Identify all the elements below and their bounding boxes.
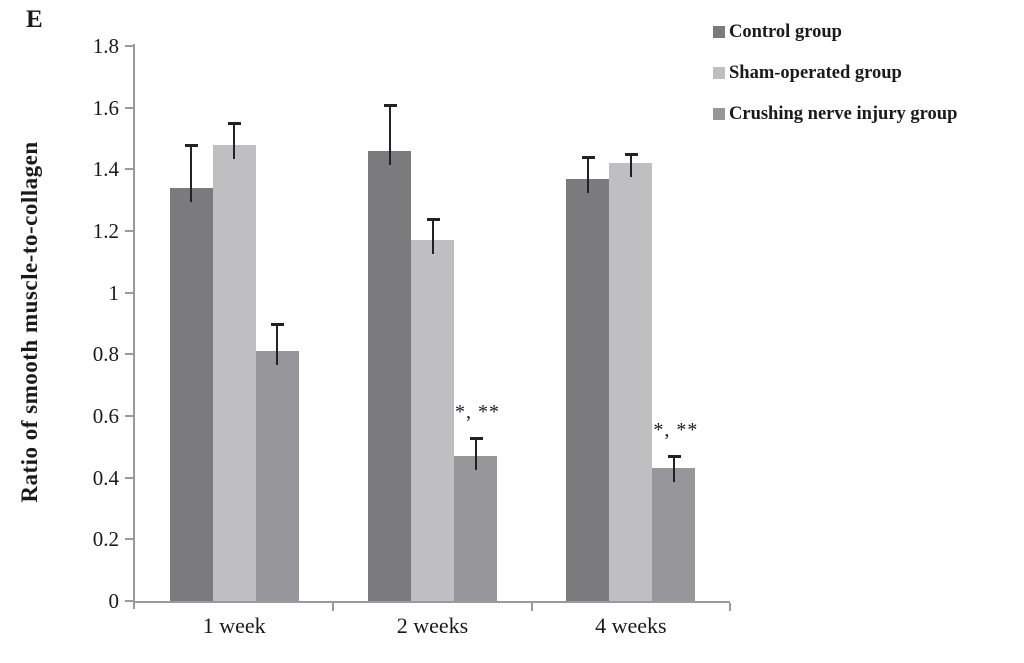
- error-bar-line: [388, 104, 391, 165]
- y-axis-tick: [125, 353, 133, 356]
- bar: [652, 468, 696, 601]
- error-bar-cap: [185, 143, 199, 147]
- y-axis-tick: [125, 600, 133, 602]
- error-bar-line: [233, 123, 236, 159]
- y-tick-label: 1.8: [92, 34, 119, 58]
- legend-item-crush: Crushing nerve injury group: [713, 102, 957, 126]
- y-axis-tick: [125, 538, 133, 541]
- legend-swatch-crush: [713, 108, 725, 120]
- error-bar-cap: [581, 156, 595, 159]
- y-axis-tick: [125, 106, 133, 109]
- bar: [169, 187, 213, 601]
- error-bar-line: [629, 153, 632, 178]
- x-category-label: 2 weeks: [396, 613, 469, 638]
- y-tick-label: 1.2: [92, 219, 119, 243]
- bar: [566, 178, 610, 601]
- error-bar-line: [586, 157, 589, 193]
- error-bar-cap: [228, 122, 242, 126]
- bar: [212, 144, 256, 601]
- error-bar-cap: [426, 217, 440, 221]
- error-bar-line: [190, 144, 193, 202]
- legend-label-crush: Crushing nerve injury group: [729, 104, 958, 124]
- error-bar-line: [276, 323, 279, 366]
- x-category-label: 4 weeks: [595, 613, 667, 638]
- error-bar-line: [474, 437, 477, 471]
- bar: [454, 456, 497, 601]
- y-axis-tick: [125, 476, 133, 479]
- y-axis-tick: [125, 168, 133, 171]
- y-axis-tick: [125, 45, 133, 47]
- error-bar-cap: [271, 322, 285, 326]
- legend-label-sham: Sham-operated group: [729, 63, 902, 83]
- y-axis-tick: [125, 291, 133, 294]
- bar: [368, 150, 411, 601]
- x-category-label: 1 week: [202, 613, 266, 638]
- error-bar-cap: [469, 436, 483, 440]
- panel-letter: E: [26, 6, 43, 33]
- error-bar-line: [672, 456, 675, 483]
- legend-item-control: Control group: [713, 20, 957, 44]
- y-axis-tick: [125, 415, 133, 417]
- bar: [609, 163, 653, 601]
- x-axis-line: [133, 601, 730, 603]
- y-tick-label: 1.4: [92, 157, 119, 182]
- error-bar-cap: [667, 455, 681, 459]
- legend: Control group Sham-operated group Crushi…: [713, 20, 957, 143]
- y-tick-label: 0: [108, 589, 120, 613]
- y-tick-label: 0.8: [92, 342, 119, 367]
- legend-swatch-sham: [713, 67, 725, 79]
- y-tick-label: 1: [108, 280, 120, 305]
- error-bar-line: [431, 218, 434, 255]
- y-tick-label: 0.2: [92, 527, 119, 552]
- error-bar-cap: [383, 103, 397, 107]
- error-bar-cap: [624, 152, 638, 156]
- bar: [255, 351, 299, 601]
- x-axis-tick: [530, 603, 533, 611]
- y-tick-label: 0.4: [92, 465, 119, 490]
- legend-item-sham: Sham-operated group: [713, 61, 957, 85]
- significance-annotation: *, **: [653, 419, 699, 442]
- significance-annotation: *, **: [455, 400, 500, 423]
- y-tick-label: 1.6: [92, 95, 119, 120]
- legend-label-control: Control group: [729, 22, 842, 42]
- y-tick-label: 0.6: [92, 404, 119, 428]
- x-axis-tick: [332, 603, 335, 611]
- y-axis-line: [133, 44, 135, 609]
- legend-swatch-control: [713, 26, 725, 38]
- bar: [411, 240, 454, 601]
- x-axis-tick: [729, 603, 731, 611]
- y-axis-tick: [125, 230, 133, 232]
